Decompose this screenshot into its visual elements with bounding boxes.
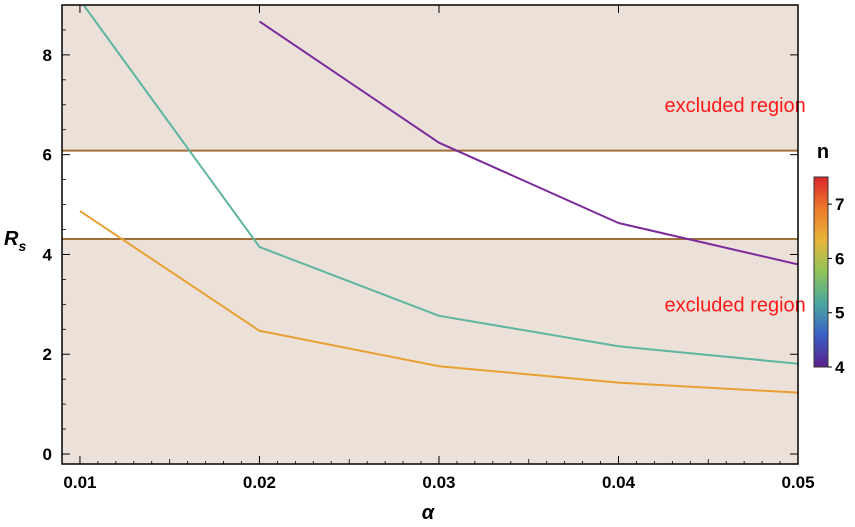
- x-tick-label: 0.03: [422, 473, 455, 492]
- y-tick-label: 8: [43, 46, 52, 65]
- annotation-excluded-region-2: excluded region: [665, 294, 806, 316]
- colorbar-tick-label: 7: [835, 195, 844, 214]
- colorbar-tick-label: 5: [835, 304, 844, 323]
- y-tick-label: 2: [43, 345, 52, 364]
- y-axis-label: Rs: [4, 228, 26, 254]
- x-tick-label: 0.04: [602, 473, 636, 492]
- excluded-region-2: [62, 5, 798, 151]
- series-line-n-4: [258, 20, 798, 266]
- y-axis-label-sub: s: [18, 238, 26, 254]
- colorbar-title: n: [817, 141, 829, 163]
- x-tick-label: 0.05: [781, 473, 814, 492]
- boundary-lines: [62, 149, 798, 240]
- colorbar-tick-label: 4: [835, 358, 845, 377]
- colorbar: n 4 5 6 7: [813, 141, 845, 377]
- series-lines: [79, 5, 798, 394]
- y-tick-label: 4: [43, 245, 53, 264]
- colorbar-tick-label: 6: [835, 249, 844, 268]
- annotation-excluded-region-1: excluded region: [665, 95, 806, 117]
- series-line-n-5-5: [82, 5, 798, 365]
- y-tick-label: 6: [43, 146, 52, 165]
- x-tick-label: 0.02: [243, 473, 276, 492]
- annotations: excluded region excluded region: [665, 95, 806, 317]
- plot-frame: [61, 4, 799, 465]
- y-tick-label: 0: [43, 445, 52, 464]
- shaded-regions: [62, 5, 798, 464]
- x-tick-label: 0.01: [63, 473, 96, 492]
- series-line-n-7: [79, 210, 798, 394]
- y-axis-label-main: R: [4, 228, 19, 250]
- svg-text:Rs: Rs: [4, 228, 26, 254]
- x-axis-label: α: [422, 502, 436, 524]
- axes: 0.01 0.02 0.03 0.04 0.05 0 2 4 6 8: [43, 5, 815, 492]
- colorbar-gradient: [813, 176, 829, 368]
